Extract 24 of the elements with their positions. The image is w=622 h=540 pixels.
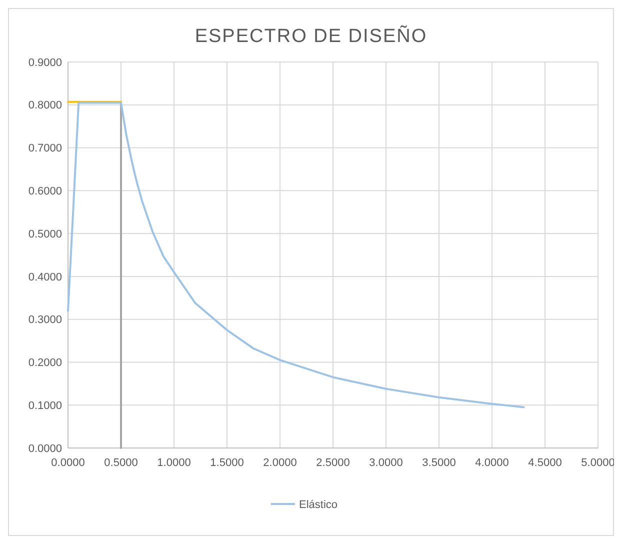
y-tick-label: 0.2000: [28, 357, 62, 370]
x-tick-label: 0.5000: [104, 457, 138, 469]
y-tick-label: 0.6000: [28, 186, 62, 198]
y-tick-label: 0.9000: [28, 56, 62, 69]
chart-title: ESPECTRO DE DISEÑO: [194, 25, 428, 47]
x-tick-label: 5.0000: [581, 457, 615, 469]
y-tick-label: 0.5000: [28, 228, 62, 240]
y-tick-label: 0.7000: [28, 142, 62, 155]
x-tick-label: 4.5000: [528, 457, 562, 469]
x-tick-label: 1.5000: [210, 457, 244, 469]
y-tick-label: 0.0000: [28, 442, 62, 455]
legend-label: Elástico: [299, 498, 338, 511]
y-tick-label: 0.8000: [28, 100, 62, 112]
x-tick-label: 4.0000: [475, 457, 509, 469]
x-tick-label: 2.5000: [316, 457, 350, 469]
x-tick-label: 2.0000: [263, 457, 297, 469]
y-tick-label: 0.4000: [28, 271, 62, 284]
x-tick-label: 3.0000: [369, 457, 403, 469]
y-tick-label: 0.3000: [28, 314, 62, 326]
y-tick-label: 0.1000: [28, 400, 62, 412]
line-series: [67, 102, 525, 408]
x-tick-label: 1.0000: [157, 457, 191, 469]
x-tick-label: 3.5000: [422, 457, 456, 469]
x-tick-label: 0.0000: [51, 457, 85, 469]
